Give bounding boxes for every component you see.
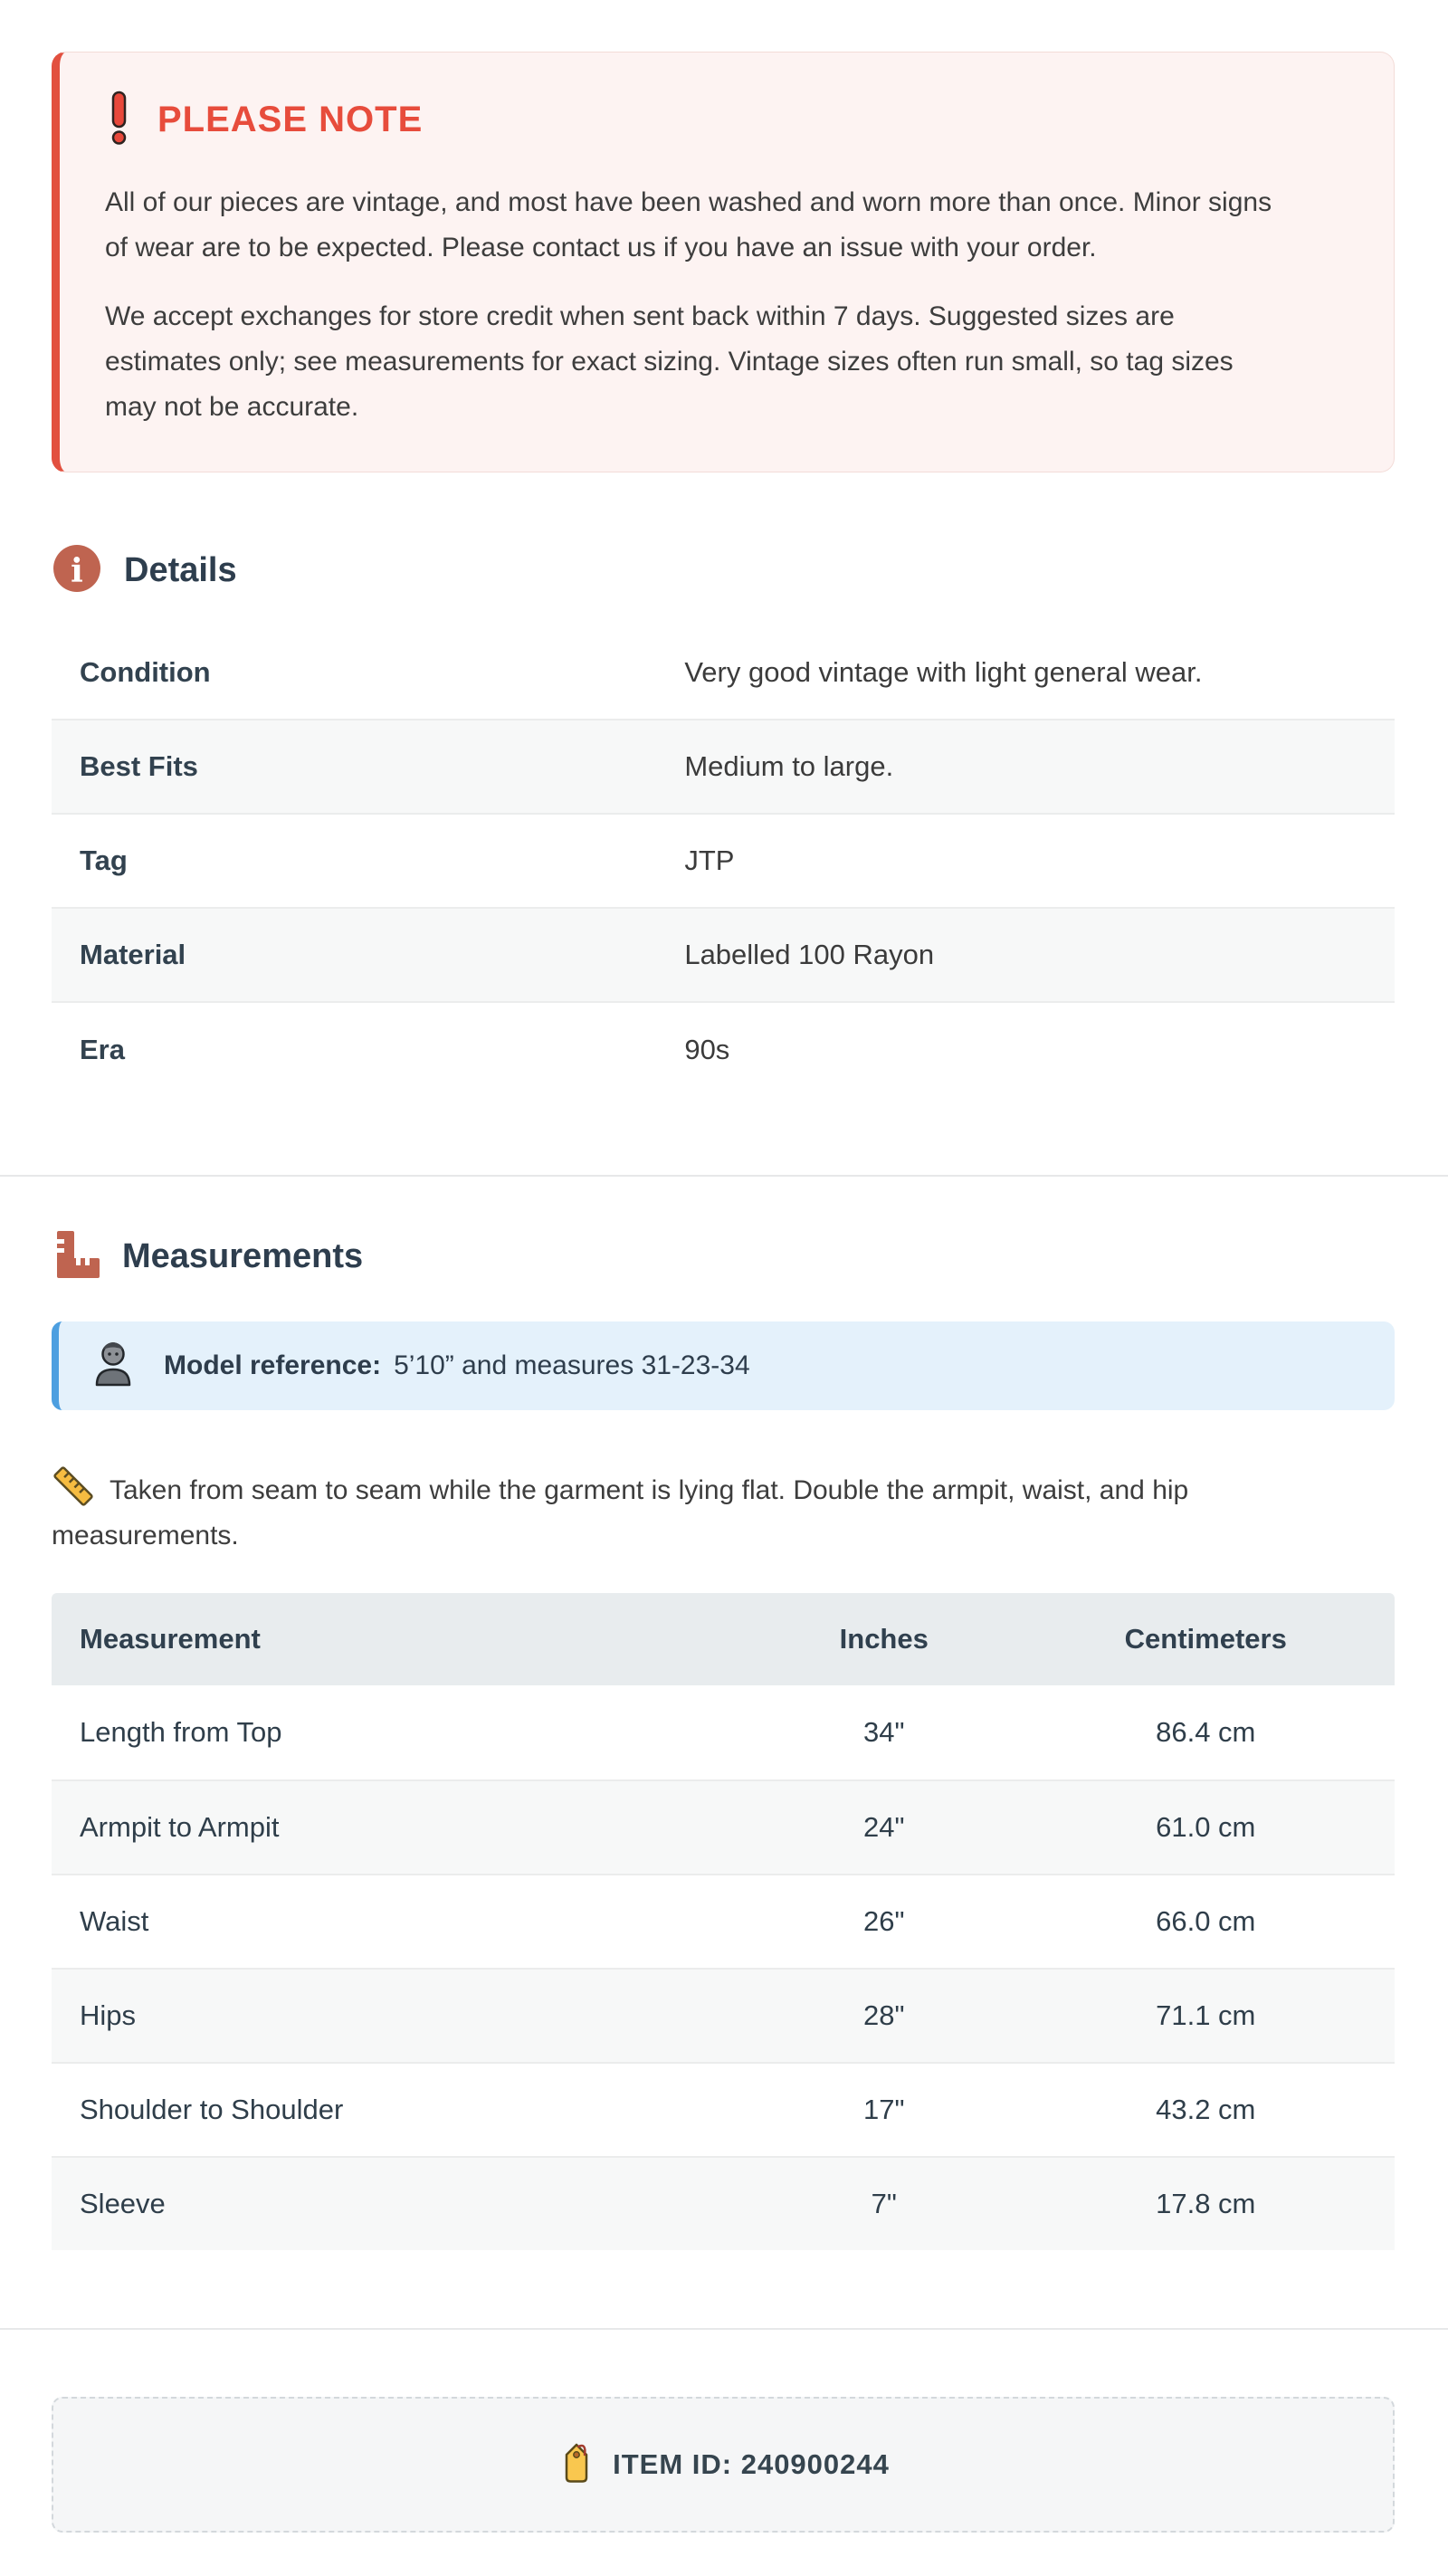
details-row-value: Medium to large. — [684, 750, 894, 782]
details-row: Tag JTP — [52, 815, 1395, 909]
alert-title: PLEASE NOTE — [157, 100, 424, 139]
svg-text:i: i — [71, 552, 83, 590]
details-row-label: Era — [80, 1034, 125, 1065]
alert-title-row: PLEASE NOTE — [105, 91, 1339, 149]
measurement-label: Waist — [80, 1905, 149, 1937]
details-row: Era 90s — [52, 1003, 1395, 1097]
measurement-label: Sleeve — [80, 2188, 166, 2219]
details-row-value: 90s — [684, 1034, 730, 1065]
measurement-label: Armpit to Armpit — [80, 1811, 280, 1843]
measurement-centimeters: 61.0 cm — [1156, 1811, 1256, 1843]
measurement-row: Sleeve 7" 17.8 cm — [52, 2156, 1395, 2250]
measurement-label: Length from Top — [80, 1716, 282, 1748]
measurement-inches: 28" — [863, 1999, 905, 2031]
measurement-inches: 34" — [863, 1716, 905, 1748]
measurements-table: Measurement Inches Centimeters Length fr… — [52, 1593, 1395, 2250]
details-row-value: Very good vintage with light general wea… — [684, 656, 1203, 688]
measurement-inches: 26" — [863, 1905, 905, 1937]
section-divider — [0, 2328, 1448, 2330]
measurement-centimeters: 43.2 cm — [1156, 2094, 1256, 2125]
measurement-centimeters: 71.1 cm — [1156, 1999, 1256, 2031]
model-reference-text: Model reference: 5’10” and measures 31-23… — [164, 1350, 750, 1381]
footer-section: ITEM ID: 240900244 — [0, 2330, 1448, 2533]
alert-paragraph: All of our pieces are vintage, and most … — [105, 187, 1272, 262]
measurement-note: Taken from seam to seam while the garmen… — [52, 1465, 1282, 1559]
measurement-centimeters: 86.4 cm — [1156, 1716, 1256, 1748]
measurements-title: Measurements — [122, 1236, 364, 1275]
info-icon: i — [52, 543, 102, 598]
item-id-text: ITEM ID: 240900244 — [613, 2448, 890, 2480]
details-title: Details — [124, 550, 237, 589]
measurement-row: Hips 28" 71.1 cm — [52, 1968, 1395, 2062]
measurement-centimeters: 17.8 cm — [1156, 2188, 1256, 2219]
ruler-square-icon — [52, 1230, 100, 1283]
person-bust-icon — [91, 1340, 135, 1392]
section-divider — [0, 1175, 1448, 1177]
measurement-row: Armpit to Armpit 24" 61.0 cm — [52, 1779, 1395, 1874]
please-note-alert: PLEASE NOTE All of our pieces are vintag… — [52, 52, 1395, 472]
measurement-label: Hips — [80, 1999, 137, 2031]
details-row-label: Condition — [80, 656, 211, 688]
measurement-row: Waist 26" 66.0 cm — [52, 1874, 1395, 1968]
measurement-inches: 24" — [863, 1811, 905, 1843]
header-inches: Inches — [839, 1623, 929, 1655]
measurement-note-text: Taken from seam to seam while the garmen… — [52, 1475, 1189, 1550]
details-row: Best Fits Medium to large. — [52, 720, 1395, 815]
measurement-inches: 17" — [863, 2094, 905, 2125]
measurement-label: Shoulder to Shoulder — [80, 2094, 344, 2125]
details-row-value: JTP — [684, 844, 735, 876]
header-measurement: Measurement — [80, 1623, 261, 1655]
details-row: Material Labelled 100 Rayon — [52, 909, 1395, 1003]
top-section: PLEASE NOTE All of our pieces are vintag… — [0, 0, 1448, 1175]
details-row-label: Tag — [80, 844, 128, 876]
measurements-section-head: Measurements — [52, 1227, 1395, 1285]
details-row-value: Labelled 100 Rayon — [684, 939, 935, 970]
model-reference-value: 5’10” and measures 31-23-34 — [394, 1350, 750, 1380]
details-section-head: i Details — [52, 541, 1395, 599]
measurements-section: Measurements Model reference: 5’10” and m… — [0, 1177, 1448, 2328]
details-row-label: Best Fits — [80, 750, 198, 782]
alert-paragraph: We accept exchanges for store credit whe… — [105, 301, 1234, 422]
model-reference-box: Model reference: 5’10” and measures 31-23… — [52, 1321, 1395, 1410]
details-row-label: Material — [80, 939, 186, 970]
ruler-icon — [53, 1466, 93, 1506]
exclamation-icon — [105, 91, 134, 149]
measurement-inches: 7" — [871, 2188, 897, 2219]
measurement-row: Shoulder to Shoulder 17" 43.2 cm — [52, 2062, 1395, 2156]
details-row: Condition Very good vintage with light g… — [52, 626, 1395, 720]
item-id-box: ITEM ID: 240900244 — [52, 2397, 1395, 2533]
details-table: Condition Very good vintage with light g… — [52, 626, 1395, 1097]
model-reference-label: Model reference: — [164, 1350, 382, 1380]
measurement-centimeters: 66.0 cm — [1156, 1905, 1256, 1937]
measurement-row: Length from Top 34" 86.4 cm — [52, 1685, 1395, 1779]
header-centimeters: Centimeters — [1124, 1623, 1287, 1655]
measurements-table-header: Measurement Inches Centimeters — [52, 1593, 1395, 1685]
tag-icon — [557, 2441, 596, 2489]
